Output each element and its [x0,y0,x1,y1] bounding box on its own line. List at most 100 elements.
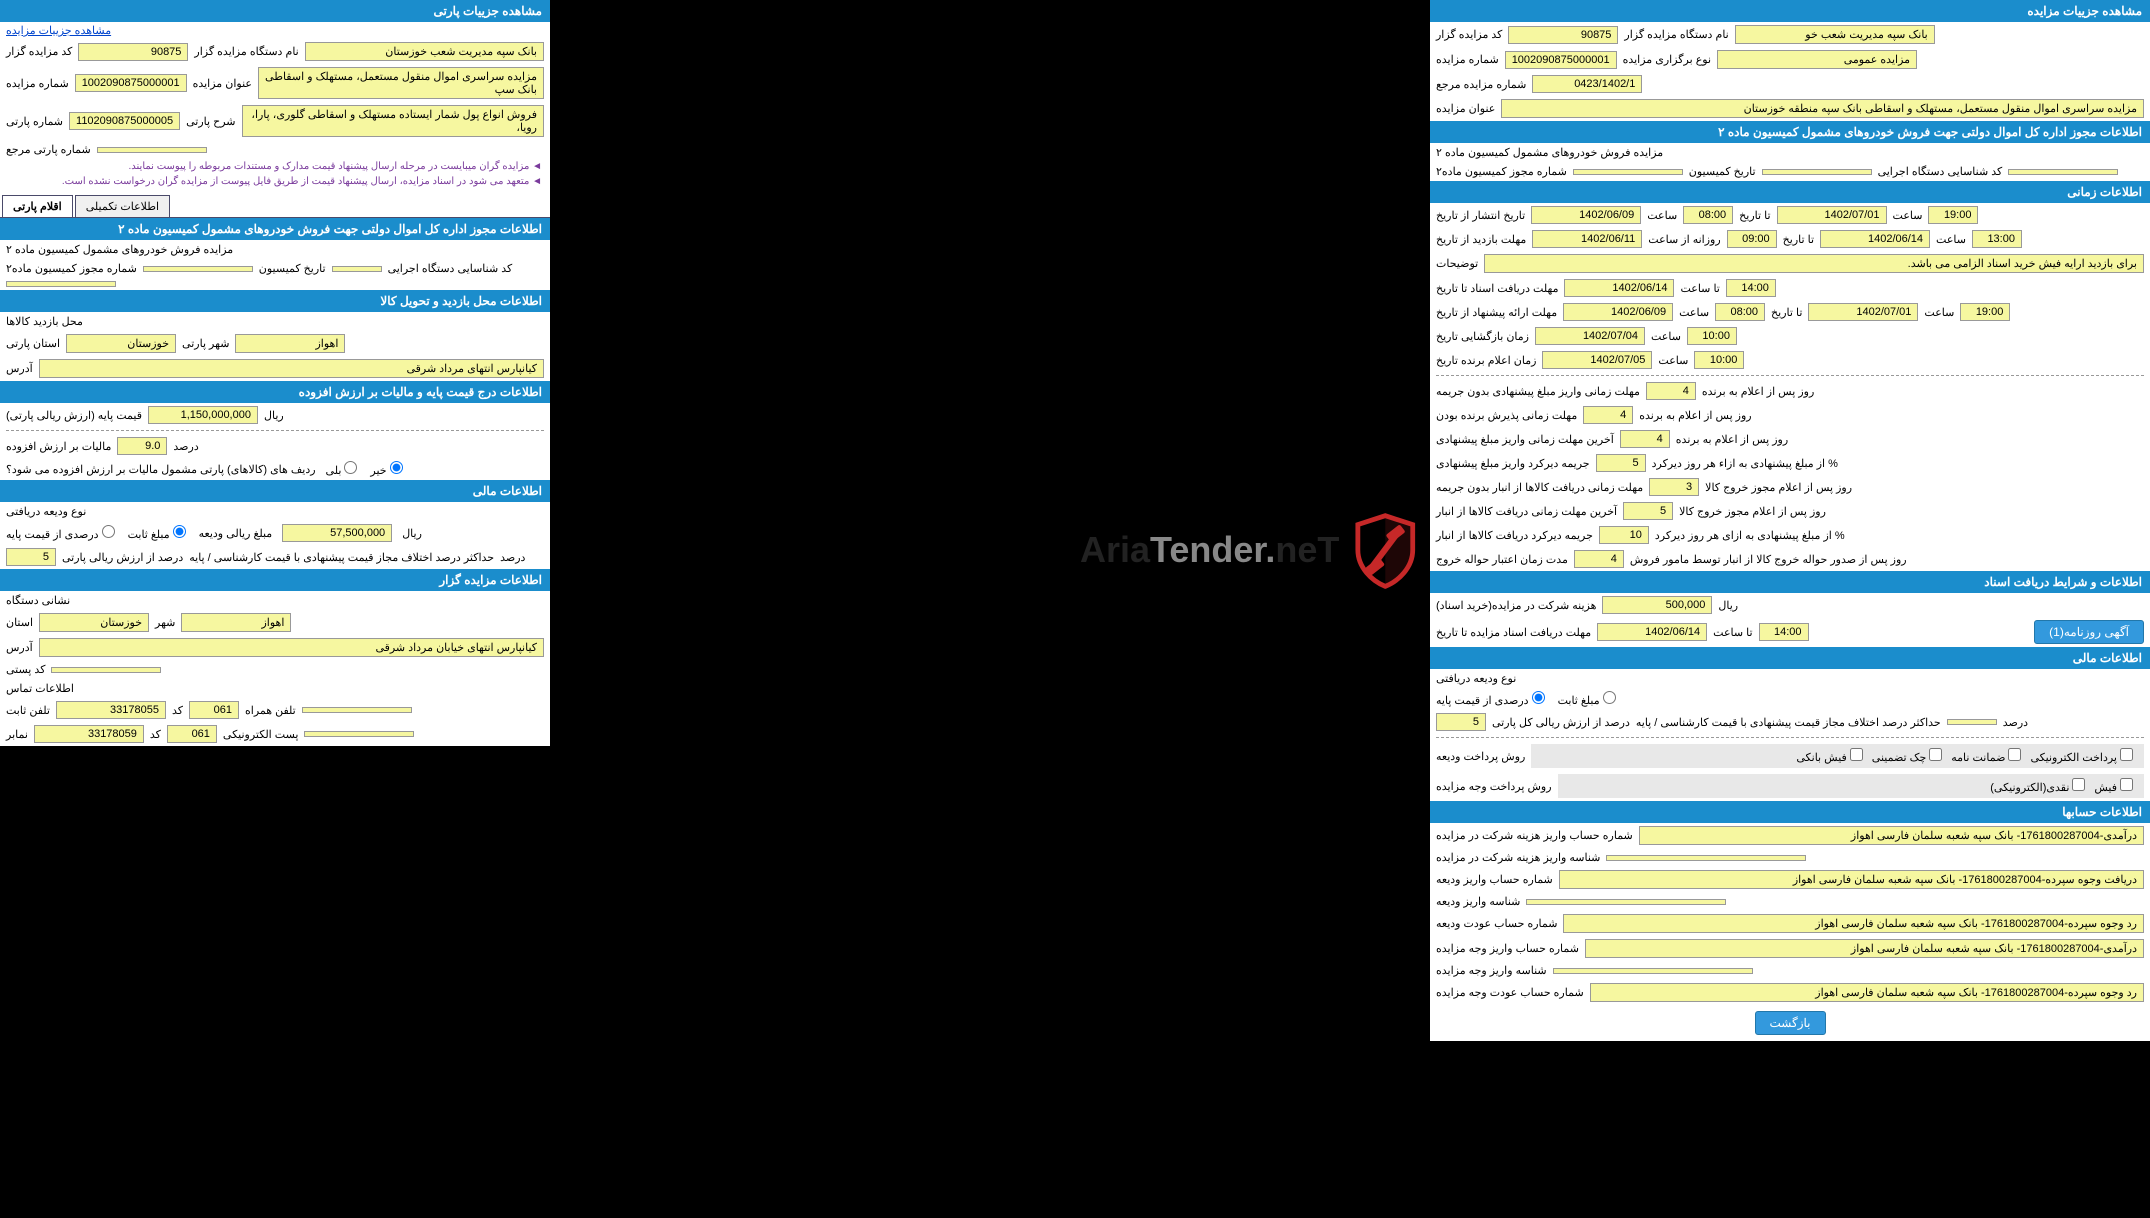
chk-cheque[interactable]: چک تضمینی [1872,748,1945,764]
suffix-pct-1: % از مبلغ پیشنهادی به ازاء هر روز دیرکرد [1652,457,1838,470]
val-auction-no-l: 1002090875000001 [75,74,187,92]
lbl-last-deposit: آخرین مهلت زمانی واریز مبلغ پیشنهادی [1436,433,1614,446]
chk-bank-slip[interactable]: فیش بانکی [1796,748,1865,764]
lbl-exec-id: کد شناسایی دستگاه اجرایی [1878,165,2003,178]
lbl-permit-no: شماره مجوز کمیسیون ماده۲ [1436,165,1567,178]
val-address: کیانپارس انتهای مرداد شرقی [39,359,544,378]
val-acc-participate: درآمدی-1761800287004- بانک سپه شعبه سلما… [1639,826,2144,845]
radio-pct-base-l[interactable]: درصدی از قیمت پایه [6,525,118,541]
back-button[interactable]: بازگشت [1755,1011,1826,1035]
lbl-car-sale-l: مزایده فروش خودروهای مشمول کمیسیون ماده … [6,243,233,256]
val-doc-deadline-time: 14:00 [1726,279,1776,297]
lbl-fax-code: کد [150,728,161,741]
lbl-vat-applies: ردیف های (کالاهای) پارتی مشمول مالیات بر… [6,463,316,476]
lbl-exec-id-l: کد شناسایی دستگاه اجرایی [388,262,513,275]
lbl-auction-title-l: عنوان مزایده [193,77,252,90]
val-province: خوزستان [66,334,176,353]
val-deposit-pct-l: 5 [6,548,56,566]
lbl-mobile: تلفن همراه [245,704,296,717]
lbl-auctioneer-name: نام دستگاه مزایده گزار [1624,28,1728,41]
suffix-pct-4: درصد [173,440,198,453]
pay-method-group: فیش نقدی(الکترونیکی) [1558,774,2144,798]
lbl-offer-to: تا تاریخ [1771,306,1802,319]
lbl-visit-loc: محل بازدید کالاها [6,315,83,328]
radio-pct-base[interactable]: درصدی از قیمت پایه [1436,691,1548,707]
divider [6,430,544,431]
val-fax-code: 061 [167,725,217,743]
lbl-address2: آدرس [6,641,33,654]
radio-yes[interactable]: بلی [326,461,361,477]
note-attach-docs: ◄ مزایده گران میبایست در مرحله ارسال پیش… [0,159,550,174]
val-party-ref [97,147,207,153]
val-mobile [302,707,412,713]
lbl-comm-date: تاریخ کمیسیون [1689,165,1756,178]
chk-cash-elec[interactable]: نقدی(الکترونیکی) [1990,778,2088,794]
lbl-address: آدرس [6,362,33,375]
val-auction-title: مزایده سراسری اموال منقول مستعمل، مستهلک… [1501,99,2144,118]
lbl-penalty-deposit: جریمه دیرکرد واریز مبلغ پیشنهادی [1436,457,1590,470]
header-financial-l: اطلاعات مالی [0,480,550,502]
val-auction-no: 1002090875000001 [1505,51,1617,69]
lbl-doc-deadline2: مهلت دریافت اسناد مزایده تا تاریخ [1436,626,1591,639]
suffix-pct-5: درصد [500,551,525,564]
chk-guarantee[interactable]: ضمانت نامه [1951,748,2024,764]
radio-no[interactable]: خیر [370,461,405,477]
val-doc-deadline2-time: 14:00 [1759,623,1809,641]
val-acc-auction-pay: درآمدی-1761800287004- بانک سپه شعبه سلما… [1585,939,2144,958]
lbl-base-price: قیمت پایه (ارزش ریالی پارتی) [6,409,142,422]
lbl-auction-no-l: شماره مزایده [6,77,69,90]
val-winner-date: 1402/07/05 [1542,351,1652,369]
view-auction-link[interactable]: مشاهده جزییات مزایده [6,25,111,37]
chk-epay[interactable]: پرداخت الکترونیکی [2030,748,2136,764]
chk-slip[interactable]: فیش [2094,778,2136,794]
lbl-auctioneer-code: کد مزایده گزار [1436,28,1502,41]
lbl-auctioneer-name-l: نام دستگاه مزایده گزار [194,45,298,58]
val-auctioneer-code-l: 90875 [78,43,188,61]
lbl-city: شهر پارتی [182,337,229,350]
lbl-email: پست الکترونیکی [223,728,299,741]
tab-extra-info[interactable]: اطلاعات تکمیلی [75,195,170,217]
newspaper-ad-button[interactable]: آگهی روزنامه(1) [2034,620,2144,644]
val-desc: برای بازدید ارایه فیش خرید اسناد الزامی … [1484,254,2144,273]
divider [1436,375,2144,376]
val-accept-deadline: 4 [1583,406,1633,424]
lbl-visit-from: مهلت بازدید از تاریخ [1436,233,1526,246]
val-last-deposit: 4 [1620,430,1670,448]
lbl-max-diff-l: حداکثر درصد اختلاف مجاز قیمت پیشنهادی با… [189,551,494,564]
val-comm-date-l [332,266,382,272]
radio-fixed-l[interactable]: مبلغ ثابت [128,525,189,541]
lbl-id-deposit: شناسه واریز ودیعه [1436,895,1520,908]
lbl-car-sale: مزایده فروش خودروهای مشمول کمیسیون ماده … [1436,146,1663,159]
lbl-pub-to: تا تاریخ [1739,209,1770,222]
val-pickup-free: 3 [1649,478,1699,496]
suffix-pct-party: درصد از ارزش ریالی پارتی [62,551,183,564]
val-deposit-amount: 57,500,000 [282,524,392,542]
lbl-deposit-deadline: مهلت زمانی واریز مبلغ پیشنهادی بدون جریم… [1436,385,1640,398]
val-doc-deadline-date: 1402/06/14 [1564,279,1674,297]
lbl-fax: نمابر [6,728,28,741]
val-exec-id-l [6,281,116,287]
tab-party-items[interactable]: اقلام پارتی [2,195,73,217]
val-fax: 33178059 [34,725,144,743]
val-id-auction-pay [1553,968,1753,974]
val-winner-time: 10:00 [1694,351,1744,369]
val-area-code: 061 [189,701,239,719]
lbl-acc-auction-pay: شماره حساب واریز وجه مزایده [1436,942,1579,955]
val-phone: 33178055 [56,701,166,719]
lbl-postal: کد پستی [6,663,45,676]
lbl-id-auction-pay: شناسه واریز وجه مزایده [1436,964,1547,977]
lbl-party-no: شماره پارتی [6,115,63,128]
suffix-days-6: روز پس از صدور حواله خروج کالا از انبار … [1630,553,1907,566]
suffix-rial-1: ریال [1718,599,1738,612]
val-exec-id [2008,169,2118,175]
lbl-city2: شهر [155,616,175,629]
radio-fixed[interactable]: مبلغ ثابت [1558,691,1619,707]
header-permit: اطلاعات مجوز اداره کل اموال دولتی جهت فر… [1430,121,2150,143]
lbl-visit-daily: روزانه از ساعت [1648,233,1720,246]
val-offer-to-date: 1402/07/01 [1808,303,1918,321]
header-auctioneer-info: اطلاعات مزایده گزار [0,569,550,591]
val-permit-no-l [143,266,253,272]
lbl-visit-to-time: ساعت [1936,233,1966,246]
val-city: اهواز [235,334,345,353]
header-price-tax: اطلاعات درج قیمت پایه و مالیات بر ارزش ا… [0,381,550,403]
